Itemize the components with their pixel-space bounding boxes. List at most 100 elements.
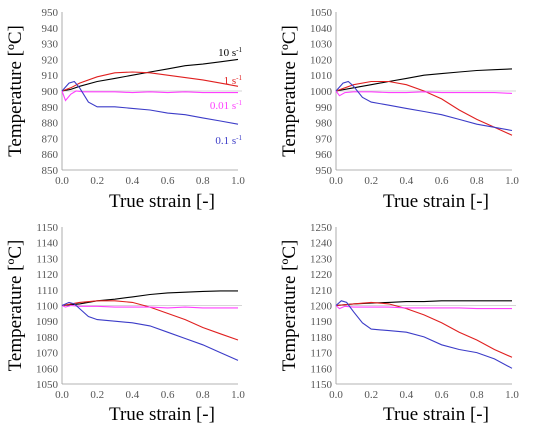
y-tick-label: 1000 — [310, 86, 333, 98]
x-tick-label: 0.8 — [470, 389, 484, 401]
series-line-2 — [335, 301, 513, 358]
series-line-2 — [335, 80, 513, 136]
y-tick-label: 1150 — [310, 379, 332, 391]
x-axis-title: True strain [-] — [109, 404, 215, 425]
y-tick-label: 1160 — [310, 363, 332, 375]
y-tick-label: 1190 — [310, 316, 332, 328]
x-tick-label: 1.0 — [231, 175, 245, 187]
x-tick-label: 0.2 — [90, 175, 104, 187]
y-tick-label: 1020 — [310, 54, 333, 66]
x-tick-label: 0.2 — [90, 389, 104, 401]
y-axis-title: Temperature [ºC] — [279, 25, 300, 157]
y-tick-label: 990 — [316, 102, 333, 114]
y-tick-label: 1090 — [36, 316, 59, 328]
y-tick-label: 950 — [42, 7, 59, 19]
x-tick-label: 0.4 — [400, 175, 414, 187]
x-tick-label: 0.4 — [126, 175, 140, 187]
x-tick-label: 0.0 — [329, 175, 343, 187]
series-line-4 — [335, 80, 513, 132]
series-line-3 — [335, 305, 512, 310]
x-axis-title: True strain [-] — [109, 191, 215, 212]
y-tick-label: 1150 — [36, 222, 58, 234]
y-tick-label: 1030 — [310, 39, 333, 51]
x-tick-label: 0.0 — [55, 175, 69, 187]
x-tick-label: 0.8 — [470, 175, 484, 187]
x-tick-label: 0.8 — [196, 175, 210, 187]
x-tick-label: 0.8 — [196, 389, 210, 401]
y-tick-label: 1070 — [36, 348, 59, 360]
y-tick-label: 1250 — [310, 222, 333, 234]
y-tick-label: 860 — [42, 149, 59, 161]
series-line-3 — [61, 304, 238, 309]
series-line-4 — [61, 80, 239, 125]
x-tick-label: 1.0 — [505, 389, 519, 401]
y-tick-label: 1040 — [310, 23, 333, 35]
y-tick-label: 940 — [42, 23, 59, 35]
y-axis-title: Temperature [ºC] — [5, 240, 26, 372]
x-tick-label: 0.4 — [126, 389, 140, 401]
chart-panel-1: 850 860 870 880 890 900 910 920 930 940 950 0.0 0.2 0… — [5, 7, 245, 212]
series-label: 0.1 s-1 — [215, 134, 242, 147]
series-line-4 — [61, 301, 239, 361]
y-tick-label: 920 — [42, 54, 59, 66]
series-line-3 — [335, 90, 513, 97]
y-tick-label: 870 — [42, 133, 59, 145]
y-tick-label: 1080 — [36, 332, 59, 344]
x-tick-label: 0.6 — [161, 175, 175, 187]
series-label: 0.01 s-1 — [210, 99, 243, 112]
x-tick-label: 0.6 — [435, 175, 449, 187]
series-line-1 — [61, 290, 238, 307]
y-tick-label: 1210 — [310, 285, 333, 297]
chart-panel-4: 1150 1160 1170 1180 1190 1200 1210 1220 1230 1240… — [279, 222, 519, 425]
y-tick-label: 1140 — [36, 238, 58, 250]
series-line-3 — [61, 90, 238, 102]
y-tick-label: 1200 — [310, 301, 333, 313]
series-label: 10 s-1 — [218, 46, 242, 59]
y-tick-label: 1050 — [310, 7, 333, 19]
x-tick-label: 0.0 — [55, 389, 69, 401]
x-tick-label: 0.2 — [364, 175, 378, 187]
y-tick-label: 970 — [316, 133, 333, 145]
y-tick-label: 1170 — [310, 348, 332, 360]
y-tick-label: 1220 — [310, 269, 333, 281]
series-line-1 — [335, 68, 513, 92]
x-tick-label: 0.0 — [329, 389, 343, 401]
series-line-4 — [335, 300, 513, 369]
y-tick-label: 1110 — [37, 285, 59, 297]
y-axis-title: Temperature [ºC] — [5, 25, 26, 157]
y-tick-label: 850 — [42, 165, 59, 177]
y-axis-title: Temperature [ºC] — [279, 240, 300, 372]
y-tick-label: 1100 — [36, 301, 58, 313]
x-tick-label: 0.6 — [161, 389, 175, 401]
y-tick-label: 1010 — [310, 70, 333, 82]
y-tick-label: 1130 — [36, 253, 58, 265]
x-tick-label: 0.6 — [435, 389, 449, 401]
y-tick-label: 1240 — [310, 238, 333, 250]
y-tick-label: 910 — [42, 70, 59, 82]
y-tick-label: 1060 — [36, 363, 59, 375]
x-axis-title: True strain [-] — [383, 191, 489, 212]
chart-panel-2: 950 960 970 980 990 1000 1010 1020 1030 1040 1050 0… — [279, 7, 519, 212]
series-line-1 — [61, 58, 239, 92]
y-tick-label: 900 — [42, 86, 59, 98]
y-tick-label: 1180 — [310, 332, 332, 344]
series-line-2 — [61, 71, 239, 92]
y-tick-label: 1050 — [36, 379, 59, 391]
y-tick-label: 980 — [316, 118, 333, 130]
x-tick-label: 0.2 — [364, 389, 378, 401]
y-tick-label: 1230 — [310, 253, 333, 265]
y-tick-label: 950 — [316, 165, 333, 177]
y-tick-label: 1120 — [36, 269, 58, 281]
y-tick-label: 890 — [42, 102, 59, 114]
x-tick-label: 0.4 — [400, 389, 414, 401]
x-tick-label: 1.0 — [231, 389, 245, 401]
y-tick-label: 930 — [42, 39, 59, 51]
x-tick-label: 1.0 — [505, 175, 519, 187]
chart-panel-3: 1050 1060 1070 1080 1090 1100 1110 1120 1130 1140… — [5, 222, 245, 425]
y-tick-label: 960 — [316, 149, 333, 161]
series-label: 1 s-1 — [224, 74, 243, 87]
y-tick-label: 880 — [42, 118, 59, 130]
x-axis-title: True strain [-] — [383, 404, 489, 425]
